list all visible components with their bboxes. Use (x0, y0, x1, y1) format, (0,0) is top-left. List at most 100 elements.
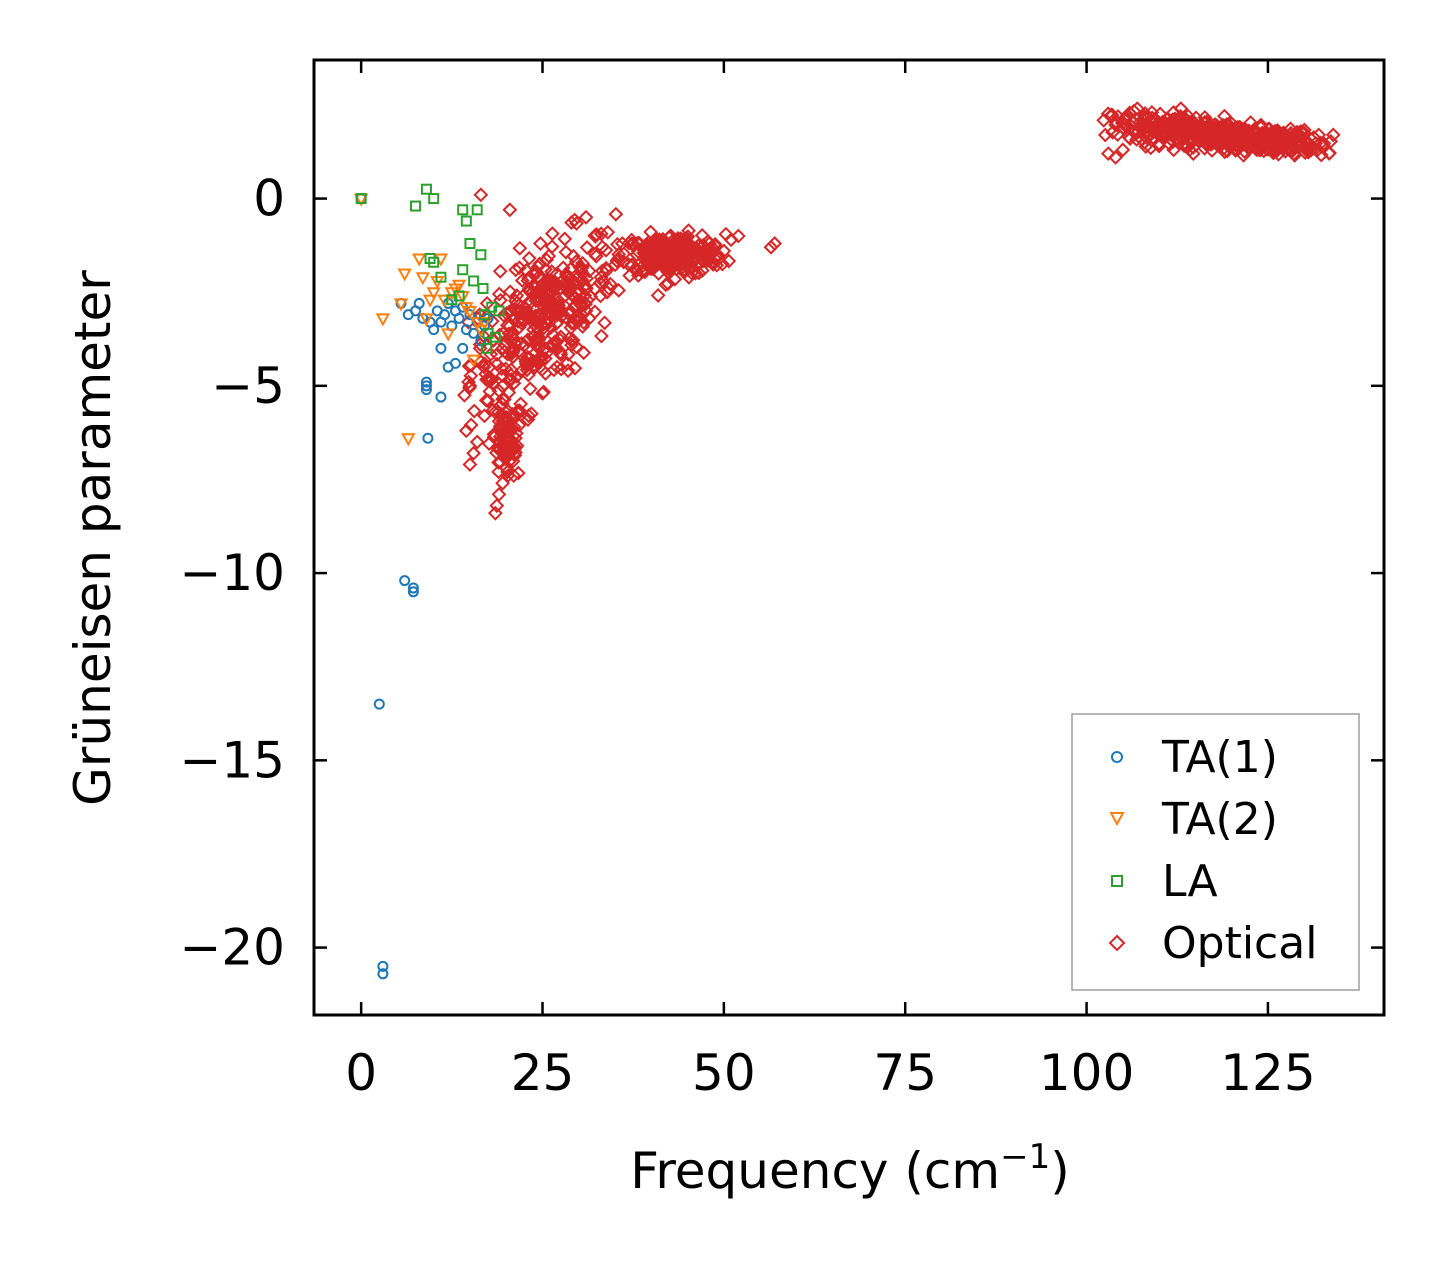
legend-label-ta2: TA(2) (1161, 794, 1278, 845)
scatter-point-optical (1133, 120, 1148, 136)
scatter-point-optical (1313, 147, 1329, 163)
scatter-point-optical (694, 263, 710, 278)
scatter-point-optical (505, 439, 521, 455)
scatter-point-optical (1100, 146, 1116, 162)
scatter-point-ta1 (464, 309, 476, 321)
plot-frame (312, 58, 1386, 1017)
scatter-point-optical (546, 337, 562, 353)
scatter-point-optical (587, 246, 603, 262)
scatter-point-optical (667, 271, 683, 287)
scatter-point-optical (578, 209, 594, 225)
scatter-point-optical (505, 406, 520, 422)
scatter-point-ta1 (377, 968, 389, 980)
scatter-point-optical (600, 224, 616, 240)
scatter-point-optical (598, 242, 614, 258)
scatter-point-la (453, 290, 465, 302)
scatter-point-optical (689, 242, 705, 258)
scatter-point-optical (1202, 116, 1218, 132)
scatter-point-la (355, 193, 367, 205)
legend-marker-ta2 (1109, 812, 1125, 827)
scatter-point-optical (520, 349, 536, 365)
scatter-point-optical (680, 229, 696, 245)
scatter-point-optical (508, 262, 524, 278)
scatter-point-optical (1248, 136, 1264, 152)
scatter-point-ta1 (435, 391, 447, 403)
scatter-point-optical (1267, 123, 1283, 139)
scatter-point-optical (578, 280, 594, 296)
scatter-point-optical (1243, 128, 1259, 144)
scatter-point-optical (526, 328, 542, 344)
scatter-point-optical (511, 343, 527, 359)
scatter-point-ta2 (466, 354, 481, 368)
y-tick-label: −10 (179, 544, 285, 602)
scatter-point-optical (599, 284, 615, 300)
scatter-point-optical (688, 265, 703, 281)
scatter-point-optical (1325, 127, 1341, 143)
scatter-point-optical (522, 381, 538, 397)
scatter-point-ta1 (435, 342, 447, 354)
scatter-point-la (477, 282, 489, 294)
scatter-point-optical (564, 333, 579, 349)
scatter-point-optical (672, 258, 688, 274)
scatter-point-optical (1172, 116, 1188, 132)
scatter-point-ta1 (468, 327, 480, 339)
legend-label-la: LA (1162, 856, 1218, 907)
scatter-point-optical (568, 312, 583, 328)
scatter-point-optical (663, 228, 679, 244)
scatter-point-la (410, 200, 422, 212)
scatter-point-optical (519, 358, 535, 374)
scatter-point-optical (496, 424, 512, 440)
scatter-point-optical (1191, 132, 1206, 148)
scatter-point-optical (542, 297, 558, 312)
scatter-point-optical (1231, 119, 1247, 135)
scatter-point-optical (1217, 144, 1233, 160)
scatter-point-optical (597, 315, 613, 331)
scatter-point-ta1 (453, 312, 465, 324)
legend-entry-ta2: TA(2) (1109, 794, 1278, 845)
scatter-point-optical (502, 202, 518, 218)
scatter-point-optical (614, 236, 630, 251)
scatter-point-ta1 (399, 575, 411, 587)
scatter-point-optical (587, 228, 603, 243)
scatter-point-ta1 (420, 376, 432, 388)
scatter-point-optical (1173, 101, 1189, 117)
scatter-point-optical (560, 346, 576, 362)
legend-box (1071, 713, 1360, 991)
scatter-point-optical (494, 361, 509, 377)
scatter-point-optical (616, 246, 632, 262)
scatter-point-optical (609, 253, 625, 269)
scatter-point-optical (569, 216, 584, 231)
scatter-point-optical (533, 308, 549, 323)
scatter-point-optical (643, 224, 658, 240)
x-tick-label: 0 (345, 1044, 377, 1102)
scatter-point-optical (690, 238, 706, 254)
scatter-point-optical (494, 407, 510, 422)
scatter-point-optical (518, 354, 534, 370)
x-axis-label-suffix: ) (1050, 1142, 1070, 1200)
legend-marker-la (1111, 875, 1123, 887)
scatter-point-optical (1122, 131, 1138, 147)
scatter-point-la (481, 342, 493, 354)
scatter-point-optical (553, 361, 569, 377)
scatter-point-ta1 (407, 582, 419, 594)
scatter-point-optical (567, 212, 583, 228)
scatter-point-optical (497, 441, 513, 457)
scatter-point-optical (558, 244, 574, 260)
scatter-point-la (420, 183, 432, 195)
scatter-point-optical (730, 228, 746, 244)
scatter-point-optical (705, 256, 721, 272)
scatter-point-optical (495, 475, 511, 491)
scatter-point-ta1 (449, 357, 461, 369)
scatter-point-optical (483, 371, 499, 386)
scatter-point-optical (495, 368, 511, 384)
scatter-point-optical (521, 270, 537, 286)
scatter-point-ta1 (413, 297, 425, 309)
scatter-point-optical (1237, 132, 1252, 148)
scatter-point-optical (1219, 143, 1235, 159)
scatter-point-optical (1180, 108, 1196, 124)
scatter-point-optical (684, 265, 700, 281)
scatter-point-ta2 (397, 268, 412, 282)
x-tick-label: 125 (1220, 1044, 1315, 1102)
scatter-point-optical (1151, 123, 1167, 139)
scatter-point-optical (621, 257, 636, 272)
